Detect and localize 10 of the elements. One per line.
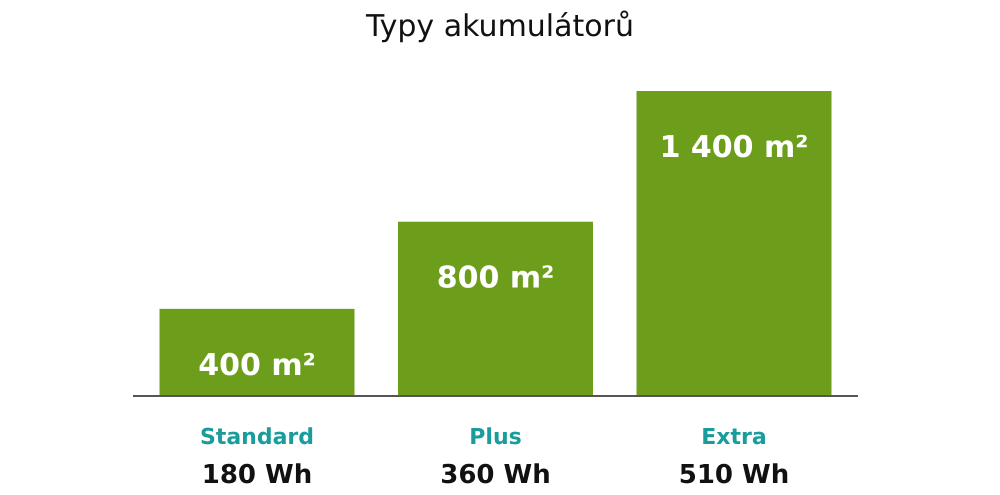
text: 510 Wh <box>678 460 790 490</box>
data-label: 800 m² <box>436 260 554 296</box>
text: 360 Wh <box>440 460 551 490</box>
x-tick-label: Plus <box>469 425 522 450</box>
x-tick-label: Standard <box>200 425 314 450</box>
text: 180 Wh <box>202 460 312 490</box>
x-tick-label: Extra <box>701 425 767 450</box>
chart-title: Typy akumulátorů <box>364 9 634 44</box>
data-label: 1 400 m² <box>660 130 808 165</box>
data-label: 400 m² <box>198 348 316 383</box>
